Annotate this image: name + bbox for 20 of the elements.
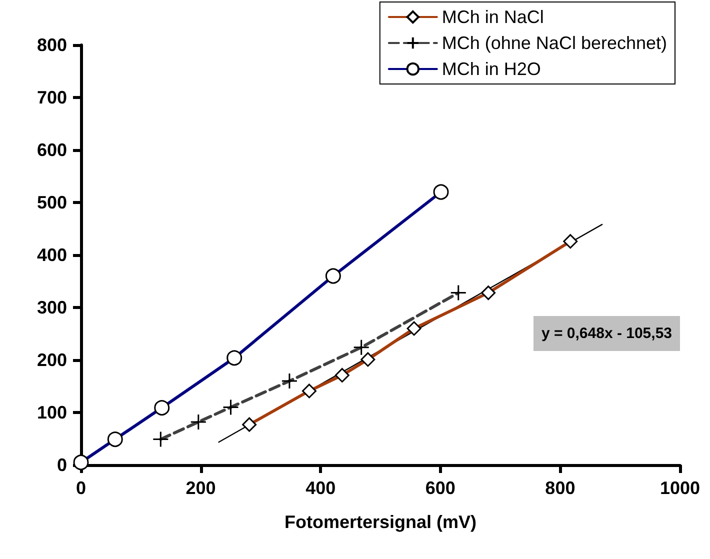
annotation: y = 0,648x - 105,53 bbox=[541, 325, 672, 342]
y-tick-label: 600 bbox=[36, 140, 67, 160]
y-tick-label: 800 bbox=[36, 35, 67, 55]
x-tick-label: 0 bbox=[76, 478, 86, 498]
y-tick-label: 100 bbox=[36, 402, 67, 422]
x-tick-label: 200 bbox=[186, 478, 216, 498]
x-tick-label: 400 bbox=[306, 478, 336, 498]
x-tick-label: 1000 bbox=[660, 478, 700, 498]
y-tick-label: 200 bbox=[36, 350, 67, 370]
legend-label: MCh (ohne NaCl berechnet) bbox=[442, 33, 668, 53]
legend-label: MCh in H2O bbox=[442, 59, 541, 79]
y-tick-label: 0 bbox=[56, 455, 67, 475]
x-axis-title: Fotomertersignal (mV) bbox=[284, 512, 477, 532]
y-tick-label: 700 bbox=[36, 88, 67, 108]
y-tick-label: 300 bbox=[36, 298, 67, 318]
x-tick-label: 800 bbox=[545, 478, 576, 498]
x-tick-label: 600 bbox=[425, 478, 456, 498]
y-tick-label: 500 bbox=[36, 192, 67, 212]
y-tick-label: 400 bbox=[36, 245, 67, 265]
legend-label: MCh in NaCl bbox=[442, 7, 544, 27]
